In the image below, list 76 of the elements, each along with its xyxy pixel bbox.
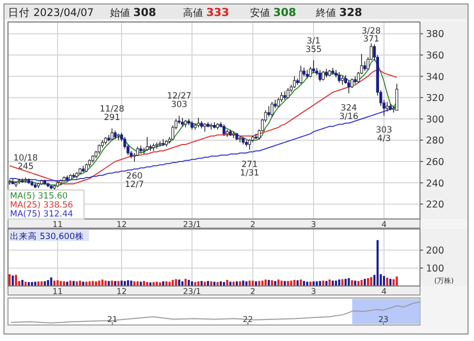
bar	[376, 240, 379, 286]
text: MA(75) 312.44	[10, 210, 74, 220]
candlestick	[196, 117, 200, 128]
candlestick	[322, 70, 325, 81]
x-tick-label: 11	[52, 220, 63, 229]
candlestick	[24, 177, 28, 184]
y-tick-label: 240	[426, 178, 444, 190]
candlestick	[267, 106, 270, 118]
bar	[174, 279, 178, 286]
annotation: 12/27 303	[166, 92, 192, 110]
x-tick-label: 23/1	[183, 287, 201, 296]
x-tick-label: 4	[381, 287, 387, 296]
annotation: 3/1 355	[305, 36, 322, 55]
series-label: MA(25) 338.56	[10, 200, 74, 210]
candlestick	[270, 101, 274, 118]
y-tick-label: 340	[426, 72, 444, 83]
candlestick	[299, 65, 302, 84]
annotation: 303 4/3	[376, 126, 392, 144]
y-tick-label: 260	[426, 156, 444, 168]
x-tick-label: 23	[378, 315, 388, 324]
candlestick	[286, 88, 290, 100]
candlestick	[312, 60, 316, 74]
candlestick	[222, 124, 226, 136]
x-tick-label: 4	[381, 220, 387, 229]
text: 高値 333	[183, 6, 230, 19]
y-tick-label: 380	[426, 29, 444, 40]
y-tick-label: 100	[426, 264, 444, 275]
y-tick-label: 200	[426, 246, 444, 257]
candlestick	[248, 138, 252, 150]
bar	[396, 276, 398, 286]
text: 始値 308	[110, 6, 156, 19]
annotation: 10/18 245	[13, 153, 38, 172]
bar	[392, 279, 395, 286]
candlestick	[292, 76, 296, 88]
candlestick	[110, 128, 114, 141]
bar	[44, 281, 46, 286]
y-tick-label: 320	[426, 93, 444, 104]
candlestick	[318, 70, 322, 82]
x-tick-label: 22	[242, 315, 253, 324]
x-tick-label: 11	[52, 287, 63, 296]
annotation: 271 1/31	[240, 160, 260, 178]
text: 安値 308	[250, 6, 296, 19]
x-tick-label: 2	[250, 287, 256, 296]
text: 終値 328	[315, 6, 362, 19]
bar	[14, 274, 18, 286]
chart-title: 日付 2023/04/07	[8, 7, 94, 19]
x-tick-label: 23/1	[183, 220, 201, 229]
x-tick-label: 12	[116, 220, 127, 229]
y-tick-label: 360	[426, 50, 444, 62]
series-label: MA(5) 315.60	[10, 192, 68, 202]
x-tick-label: 21	[107, 315, 118, 324]
bar	[341, 279, 344, 286]
candlestick	[98, 144, 101, 154]
x-tick-label: 3	[311, 287, 316, 296]
bar	[348, 278, 350, 286]
bar	[370, 277, 372, 286]
x-tick-label: 3	[311, 220, 316, 229]
annotation: 11/28 291	[100, 104, 124, 123]
bar	[8, 274, 11, 286]
x-tick-label: 12	[116, 287, 127, 296]
bar	[12, 276, 14, 286]
y-tick-label: 300	[426, 114, 444, 126]
annotation: 324 3/16	[339, 103, 358, 122]
candlestick	[232, 131, 236, 138]
annotation: 3/28 371	[362, 26, 381, 44]
annotation: 260 12/7	[124, 171, 144, 190]
x-tick-label: 2	[250, 220, 256, 229]
y-tick-label: 220	[426, 200, 444, 211]
candlestick	[338, 72, 341, 84]
chart-title: 出来高 530,600株	[10, 231, 84, 242]
bar	[366, 278, 370, 286]
candlestick	[238, 136, 242, 143]
candlestick	[148, 144, 152, 152]
bar	[46, 280, 50, 286]
y-tick-label: 280	[426, 136, 444, 147]
bar	[382, 276, 386, 286]
